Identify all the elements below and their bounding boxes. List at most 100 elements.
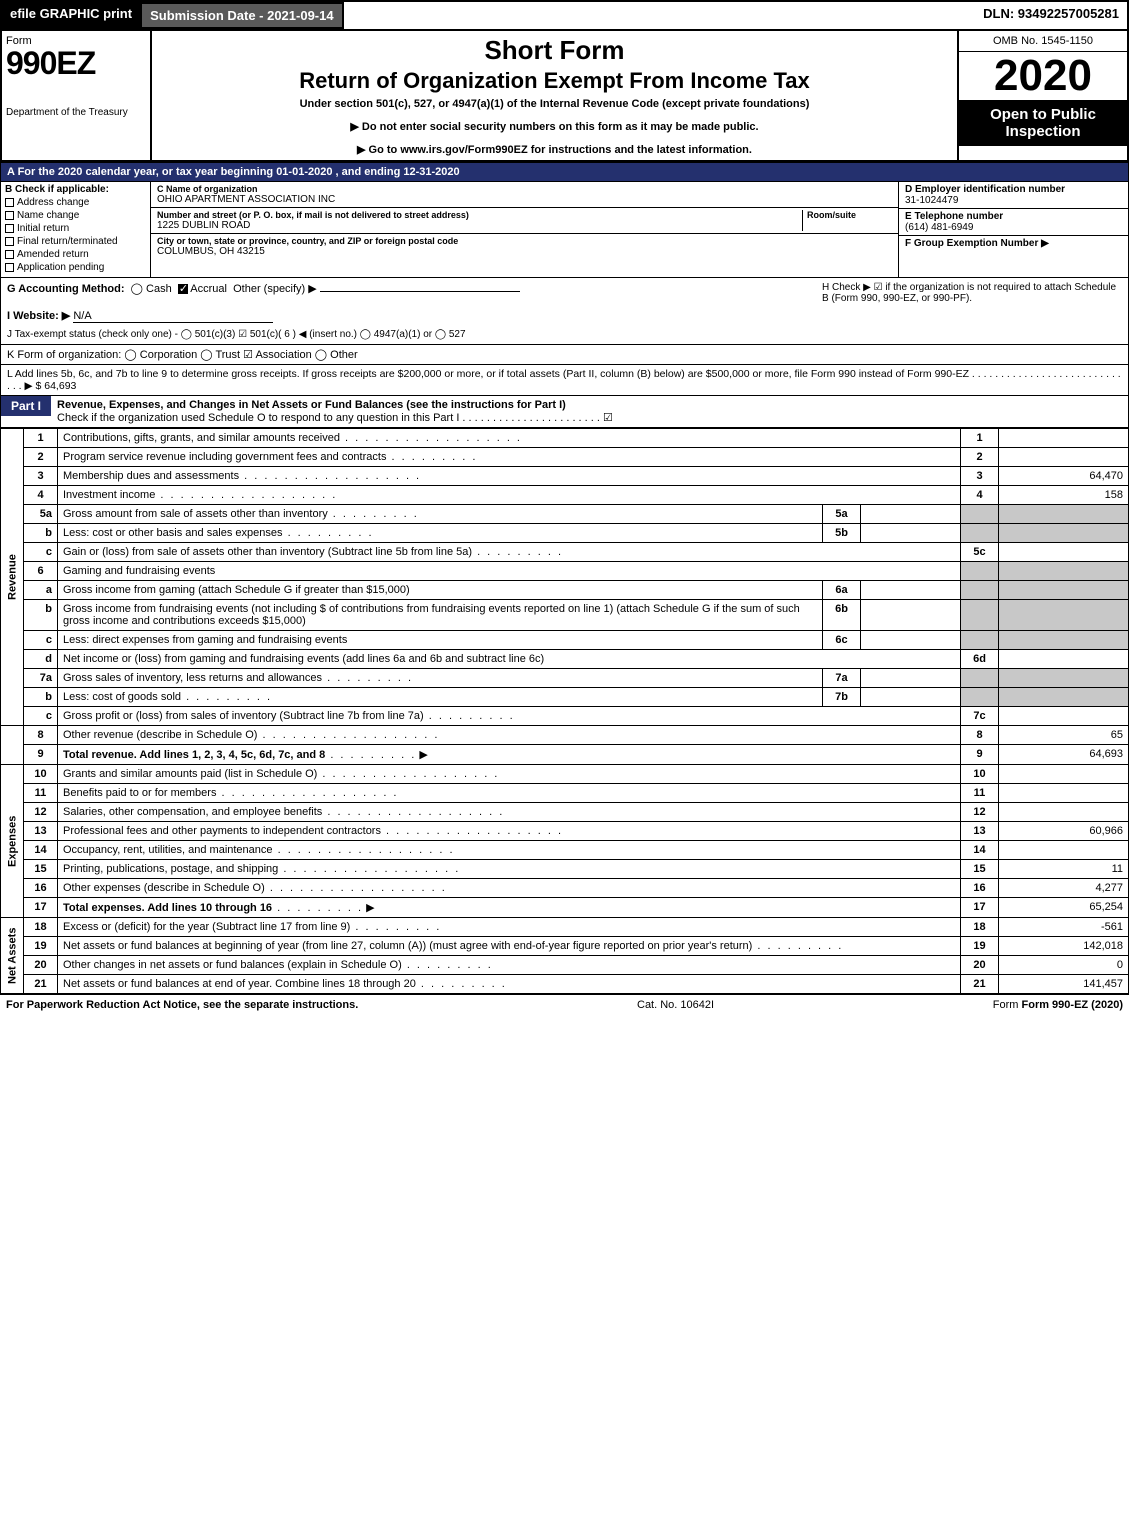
header-center: Short Form Return of Organization Exempt… [152, 31, 957, 160]
e-label: E Telephone number [905, 211, 1122, 222]
checkbox-icon [5, 263, 14, 272]
line-9: 9 Total revenue. Add lines 1, 2, 3, 4, 5… [1, 745, 1129, 765]
f-label: F Group Exemption Number ▶ [905, 238, 1122, 249]
line-3: 3 Membership dues and assessments 3 64,4… [1, 467, 1129, 486]
checkbox-icon [5, 237, 14, 246]
expenses-side-label: Expenses [1, 765, 24, 918]
line-2: 2 Program service revenue including gove… [1, 448, 1129, 467]
chk-address-change[interactable]: Address change [5, 197, 146, 208]
line-17: 17 Total expenses. Add lines 10 through … [1, 898, 1129, 918]
line-5a: 5a Gross amount from sale of assets othe… [1, 505, 1129, 524]
part1-title-block: Revenue, Expenses, and Changes in Net As… [51, 396, 1128, 427]
street-cell: Number and street (or P. O. box, if mail… [151, 208, 898, 234]
e-value: (614) 481-6949 [905, 222, 1122, 233]
checkbox-icon [5, 250, 14, 259]
open-to-public: Open to Public Inspection [959, 100, 1127, 146]
chk-initial-return[interactable]: Initial return [5, 223, 146, 234]
org-name-cell: C Name of organization OHIO APARTMENT AS… [151, 182, 898, 208]
gh-block: G Accounting Method: ◯ Cash Accrual Othe… [0, 278, 1129, 345]
website-value: N/A [73, 310, 273, 323]
return-title: Return of Organization Exempt From Incom… [156, 68, 953, 94]
paperwork-notice: For Paperwork Reduction Act Notice, see … [6, 999, 358, 1011]
line-4: 4 Investment income 4 158 [1, 486, 1129, 505]
g-other-input[interactable] [320, 291, 520, 292]
part1-check-line: Check if the organization used Schedule … [57, 412, 613, 424]
netassets-side-label: Net Assets [1, 918, 24, 994]
line-16: 16 Other expenses (describe in Schedule … [1, 879, 1129, 898]
c-label: C Name of organization [157, 184, 892, 194]
dln-label: DLN: 93492257005281 [975, 2, 1127, 29]
short-form-title: Short Form [156, 35, 953, 66]
top-bar: efile GRAPHIC print Submission Date - 20… [0, 0, 1129, 31]
line-6a: a Gross income from gaming (attach Sched… [1, 581, 1129, 600]
line-1: Revenue 1 Contributions, gifts, grants, … [1, 429, 1129, 448]
street-value: 1225 DUBLIN ROAD [157, 220, 802, 231]
chk-name-change[interactable]: Name change [5, 210, 146, 221]
g-accrual[interactable]: Accrual [190, 283, 227, 295]
part1-title: Revenue, Expenses, and Changes in Net As… [57, 399, 566, 411]
line-6: 6 Gaming and fundraising events [1, 562, 1129, 581]
line-8: 8 Other revenue (describe in Schedule O)… [1, 726, 1129, 745]
section-def-block: D Employer identification number 31-1024… [898, 182, 1128, 277]
line-14: 14 Occupancy, rent, utilities, and maint… [1, 841, 1129, 860]
page-footer: For Paperwork Reduction Act Notice, see … [0, 994, 1129, 1015]
checkbox-icon [5, 211, 14, 220]
i-label: I Website: ▶ [7, 310, 70, 322]
checkbox-icon [5, 198, 14, 207]
h-block: H Check ▶ ☑ if the organization is not r… [822, 282, 1122, 340]
i-line: I Website: ▶ N/A [7, 309, 822, 323]
arrow-icon: ▶ [419, 749, 427, 761]
chk-amended-return[interactable]: Amended return [5, 249, 146, 260]
d-label: D Employer identification number [905, 184, 1122, 195]
g-cash[interactable]: Cash [146, 283, 172, 295]
section-b-block: B Check if applicable: Address change Na… [0, 182, 1129, 278]
checkbox-icon [5, 224, 14, 233]
line-21: 21 Net assets or fund balances at end of… [1, 975, 1129, 994]
g-label: G Accounting Method: [7, 283, 125, 295]
g-line: G Accounting Method: ◯ Cash Accrual Othe… [7, 282, 822, 295]
f-group-cell: F Group Exemption Number ▶ [899, 236, 1128, 277]
tax-year: 2020 [959, 52, 1127, 100]
part1-header-row: Part I Revenue, Expenses, and Changes in… [0, 396, 1129, 428]
chk-final-return[interactable]: Final return/terminated [5, 236, 146, 247]
line-13: 13 Professional fees and other payments … [1, 822, 1129, 841]
form-header: Form 990EZ Department of the Treasury Sh… [0, 31, 1129, 162]
line-12: 12 Salaries, other compensation, and emp… [1, 803, 1129, 822]
line-7c: c Gross profit or (loss) from sales of i… [1, 707, 1129, 726]
subtitle: Under section 501(c), 527, or 4947(a)(1)… [156, 98, 953, 110]
b-heading: B Check if applicable: [5, 184, 146, 195]
form-ref: Form Form 990-EZ (2020) [993, 999, 1123, 1011]
goto-line[interactable]: ▶ Go to www.irs.gov/Form990EZ for instru… [156, 143, 953, 156]
line-5c: c Gain or (loss) from sale of assets oth… [1, 543, 1129, 562]
arrow-icon: ▶ [366, 902, 374, 914]
omb-number: OMB No. 1545-1150 [959, 31, 1127, 52]
gh-left: G Accounting Method: ◯ Cash Accrual Othe… [7, 282, 822, 340]
header-left: Form 990EZ Department of the Treasury [2, 31, 152, 160]
header-right: OMB No. 1545-1150 2020 Open to Public In… [957, 31, 1127, 160]
form-number: 990EZ [6, 47, 146, 79]
line-11: 11 Benefits paid to or for members 11 [1, 784, 1129, 803]
d-ein-cell: D Employer identification number 31-1024… [899, 182, 1128, 209]
street-label: Number and street (or P. O. box, if mail… [157, 210, 802, 220]
cat-no: Cat. No. 10642I [637, 999, 714, 1011]
revenue-side-label: Revenue [1, 429, 24, 726]
city-cell: City or town, state or province, country… [151, 234, 898, 259]
line-6d: d Net income or (loss) from gaming and f… [1, 650, 1129, 669]
part1-table: Revenue 1 Contributions, gifts, grants, … [0, 428, 1129, 994]
line-7a: 7a Gross sales of inventory, less return… [1, 669, 1129, 688]
g-other[interactable]: Other (specify) ▶ [233, 283, 317, 295]
checkbox-checked-icon [178, 284, 188, 294]
line-18: Net Assets 18 Excess or (deficit) for th… [1, 918, 1129, 937]
part1-badge: Part I [1, 396, 51, 416]
city-value: COLUMBUS, OH 43215 [157, 246, 892, 257]
line-20: 20 Other changes in net assets or fund b… [1, 956, 1129, 975]
section-a-row: A For the 2020 calendar year, or tax yea… [0, 162, 1129, 182]
room-label: Room/suite [807, 210, 892, 220]
chk-application-pending[interactable]: Application pending [5, 262, 146, 273]
line-19: 19 Net assets or fund balances at beginn… [1, 937, 1129, 956]
line-6b: b Gross income from fundraising events (… [1, 600, 1129, 631]
dept-treasury: Department of the Treasury [6, 107, 146, 118]
l-line: L Add lines 5b, 6c, and 7b to line 9 to … [0, 365, 1129, 396]
line-15: 15 Printing, publications, postage, and … [1, 860, 1129, 879]
e-phone-cell: E Telephone number (614) 481-6949 [899, 209, 1128, 236]
